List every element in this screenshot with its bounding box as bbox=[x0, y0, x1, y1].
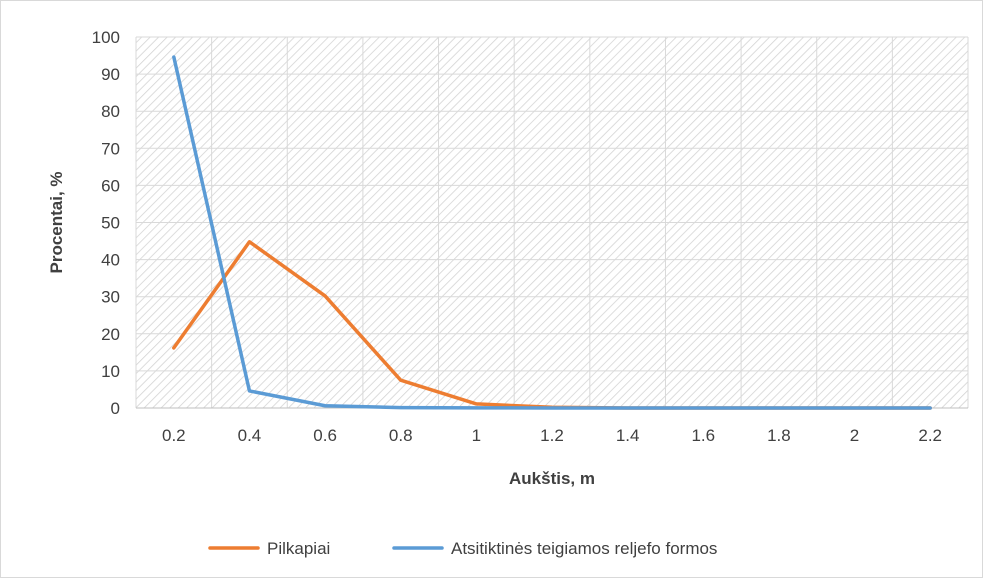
y-tick-label: 50 bbox=[101, 214, 120, 233]
y-tick-label: 40 bbox=[101, 251, 120, 270]
x-tick-label: 2 bbox=[850, 426, 859, 445]
legend-label-0: Pilkapiai bbox=[267, 539, 330, 558]
y-tick-label: 100 bbox=[92, 28, 120, 47]
x-tick-label: 2.2 bbox=[918, 426, 942, 445]
y-tick-label: 70 bbox=[101, 139, 120, 158]
y-tick-label: 10 bbox=[101, 362, 120, 381]
x-tick-label: 1.6 bbox=[691, 426, 715, 445]
x-tick-label: 1.4 bbox=[616, 426, 640, 445]
y-tick-label: 20 bbox=[101, 325, 120, 344]
x-tick-label: 1.8 bbox=[767, 426, 791, 445]
y-tick-label: 90 bbox=[101, 65, 120, 84]
legend-label-1: Atsitiktinės teigiamos reljefo formos bbox=[451, 539, 717, 558]
y-axis-title: Procentai, % bbox=[47, 171, 66, 273]
y-tick-label: 30 bbox=[101, 288, 120, 307]
x-axis-title: Aukštis, m bbox=[509, 469, 595, 488]
x-tick-label: 0.4 bbox=[238, 426, 262, 445]
x-tick-label: 0.2 bbox=[162, 426, 186, 445]
y-tick-label: 80 bbox=[101, 102, 120, 121]
x-tick-label: 0.6 bbox=[313, 426, 337, 445]
x-tick-label: 0.8 bbox=[389, 426, 413, 445]
x-tick-label: 1 bbox=[472, 426, 481, 445]
y-tick-label: 0 bbox=[111, 399, 120, 418]
legend: Pilkapiai Atsitiktinės teigiamos reljefo … bbox=[210, 539, 717, 558]
y-tick-label: 60 bbox=[101, 176, 120, 195]
x-tick-label: 1.2 bbox=[540, 426, 564, 445]
